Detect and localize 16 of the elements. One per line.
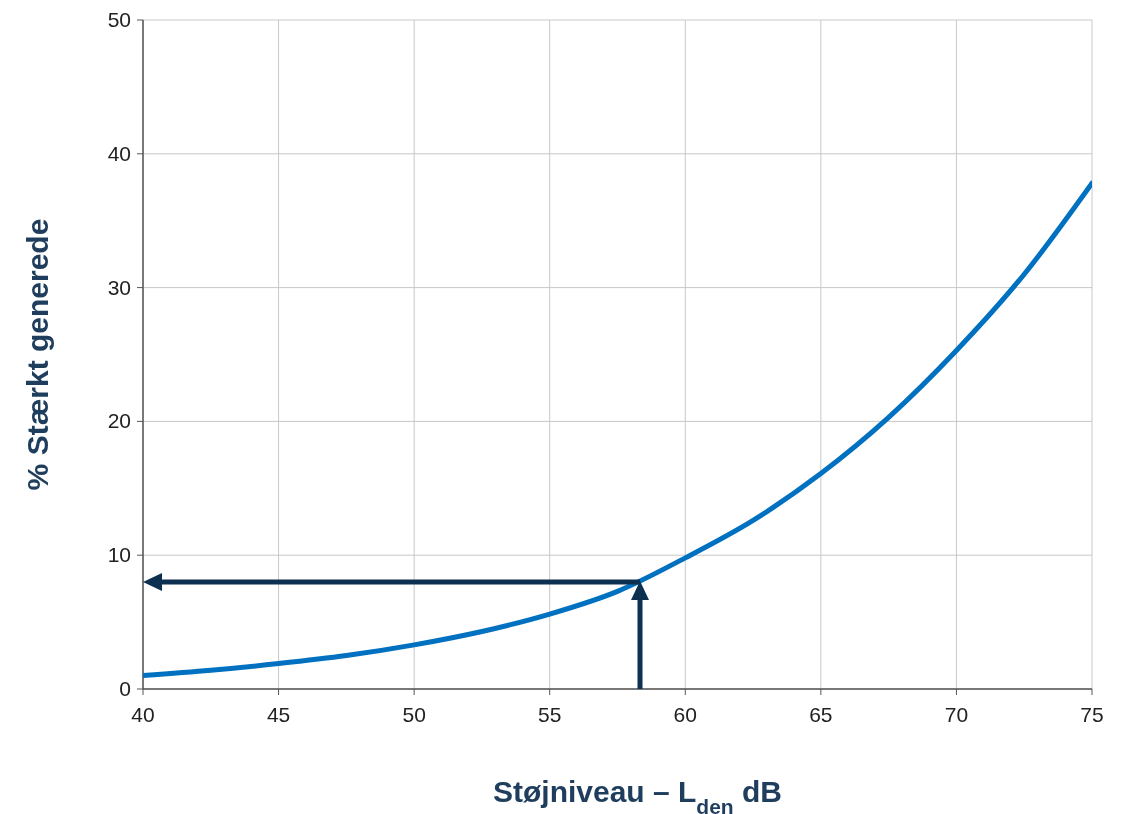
x-tick-label: 75 (1080, 703, 1104, 726)
x-tick-label: 50 (402, 703, 426, 726)
x-tick-label: 70 (944, 703, 969, 726)
x-tick-label: 65 (809, 703, 833, 726)
y-tick-label: 40 (107, 141, 131, 165)
x-tick-label: 55 (538, 703, 562, 726)
y-tick-label: 20 (107, 409, 131, 433)
y-tick-label: 50 (107, 8, 131, 31)
x-tick-label: 60 (673, 703, 697, 726)
x-tick-label: 40 (131, 703, 155, 726)
x-tick-label: 45 (266, 703, 291, 726)
y-tick-label: 30 (107, 275, 131, 299)
y-tick-label: 10 (107, 543, 131, 567)
y-axis-title: % Stærkt generede (21, 218, 54, 491)
y-tick-label: 0 (119, 677, 131, 700)
x-axis-title: Støjniveau – L$_{den}$ dB (492, 775, 783, 814)
